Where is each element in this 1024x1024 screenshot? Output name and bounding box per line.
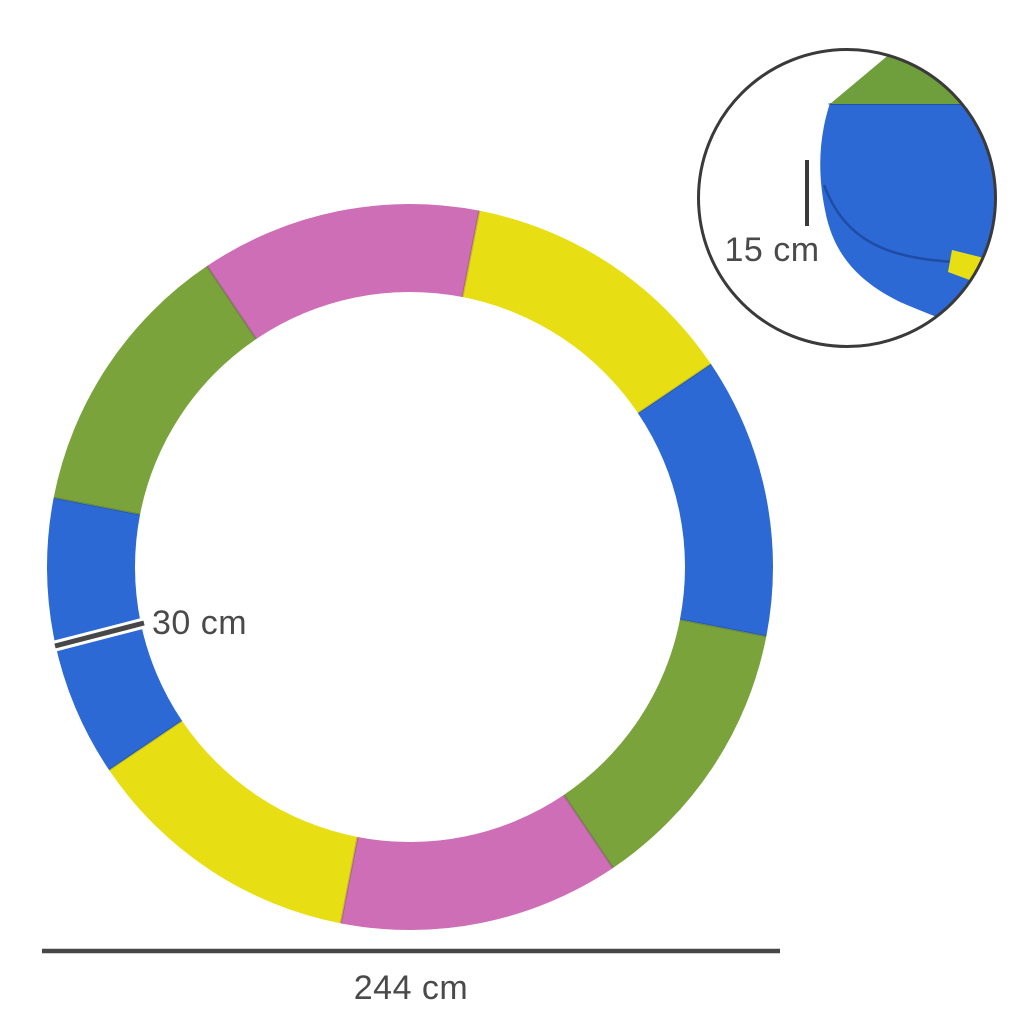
ring-segment-green-bottom-right bbox=[563, 619, 767, 868]
ring-segment-seam bbox=[637, 363, 712, 415]
width-measure-line bbox=[54, 620, 145, 649]
ring-segment-seam bbox=[53, 496, 141, 516]
inset-pad-blue-surface bbox=[820, 103, 995, 342]
ring-segment-green-top-left bbox=[53, 266, 257, 515]
ring-segment-pink-top bbox=[207, 204, 480, 340]
ring-segment-seam bbox=[108, 719, 183, 771]
ring-segment-seam bbox=[679, 618, 767, 638]
ring-segment-yellow-bottom-left bbox=[109, 720, 358, 924]
inset-pad-edge-seam bbox=[822, 184, 956, 264]
ring-segment-seam bbox=[339, 836, 359, 924]
diameter-measure-label: 244 cm bbox=[353, 969, 469, 1007]
ring-segment-seam bbox=[461, 210, 481, 298]
inset-circle-outline bbox=[697, 48, 997, 348]
ring-segment-pink-bottom bbox=[340, 794, 613, 931]
width-measure-label: 30 cm bbox=[152, 604, 248, 642]
ring-segment-blue-right bbox=[637, 364, 773, 637]
ring-segment-seam bbox=[206, 265, 258, 340]
inset-detail bbox=[697, 48, 997, 348]
pad-ring bbox=[47, 204, 773, 931]
width-measure bbox=[53, 617, 146, 652]
ring-segment-seam bbox=[562, 794, 614, 869]
ring-segment-yellow-top-right bbox=[462, 210, 711, 414]
height-measure-label: 15 cm bbox=[724, 231, 820, 269]
